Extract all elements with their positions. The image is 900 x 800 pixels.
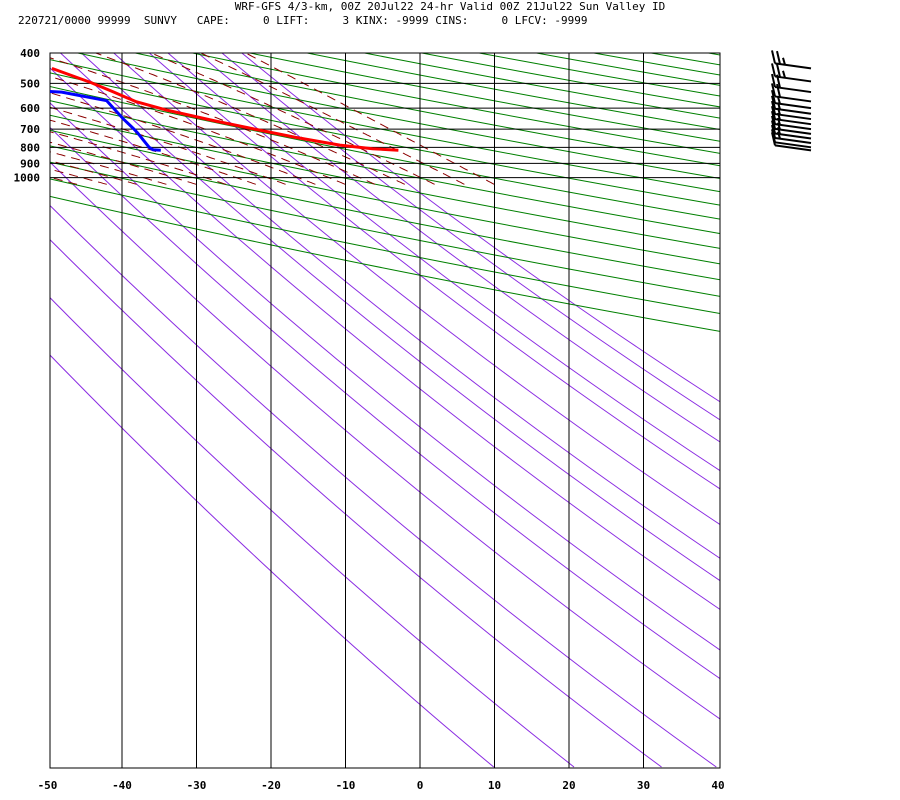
y-tick-label: 700 [20, 123, 40, 136]
dry-adiabat-line [766, 53, 900, 767]
mixing-ratio-line [149, 53, 900, 767]
dry-adiabat-line [422, 53, 900, 767]
moist-adiabat-line [0, 52, 315, 184]
wind-barb-shaft [775, 76, 811, 81]
mixing-ratio-line [81, 53, 900, 767]
mixing-ratio-line [198, 53, 900, 767]
x-tick-label: 20 [562, 779, 575, 792]
dry-adiabat-line [0, 53, 900, 767]
mixing-ratio-line [0, 53, 716, 767]
wind-barb-flag [772, 50, 775, 63]
y-axis-ticks: 400 500 600 700 800 900 1000 [14, 47, 41, 185]
moist-adiabat-line [0, 52, 286, 184]
background-lines [0, 52, 900, 767]
wind-barb-flag [777, 51, 780, 64]
x-tick-label: -30 [187, 779, 207, 792]
dry-adiabat-line [21, 53, 900, 767]
moist-adiabat-line [0, 52, 107, 184]
dry-adiabat-line [0, 53, 900, 767]
x-axis-ticks: -50 -40 -30 -20 -10 0 10 20 30 40 [38, 779, 725, 792]
x-tick-label: 40 [711, 779, 724, 792]
dry-adiabat-line [0, 53, 900, 767]
mixing-ratio-line [114, 53, 900, 767]
y-tick-label: 600 [20, 102, 40, 115]
x-tick-label: -40 [112, 779, 132, 792]
dry-adiabat-line [0, 53, 900, 767]
x-tick-label: 0 [417, 779, 424, 792]
mixing-ratio-line [222, 53, 900, 767]
dry-adiabat-line [0, 53, 900, 767]
y-tick-label: 1000 [14, 172, 41, 185]
dry-adiabat-line [823, 53, 900, 767]
moist-adiabat-line [0, 52, 17, 184]
x-tick-label: -20 [261, 779, 281, 792]
dry-adiabat-line [594, 53, 900, 767]
dry-adiabat-line [0, 53, 900, 767]
wind-barb-column [772, 50, 811, 150]
dry-adiabat-line [537, 53, 900, 767]
mixing-ratio-line [0, 53, 852, 767]
dry-adiabat-line [709, 53, 900, 767]
dry-adiabat-line [135, 53, 900, 767]
x-tick-label: -10 [336, 779, 356, 792]
y-tick-label: 900 [20, 157, 40, 170]
dry-adiabat-line [365, 53, 900, 767]
y-tick-label: 800 [20, 141, 40, 154]
x-tick-label: -50 [38, 779, 58, 792]
wind-barb-shaft [775, 96, 811, 101]
x-tick-label: 10 [488, 779, 501, 792]
dry-adiabat-line [0, 53, 900, 767]
dry-adiabat-line [250, 53, 900, 767]
wind-barb-shaft [775, 87, 811, 92]
mixing-ratio-line [168, 53, 900, 767]
dry-adiabat-line [0, 53, 900, 767]
y-tick-label: 400 [20, 47, 40, 60]
x-tick-label: 30 [637, 779, 650, 792]
dry-adiabat-line [0, 53, 900, 767]
moist-adiabat-line [94, 52, 405, 184]
y-tick-label: 500 [20, 77, 40, 90]
wind-barb-shaft [775, 63, 811, 68]
